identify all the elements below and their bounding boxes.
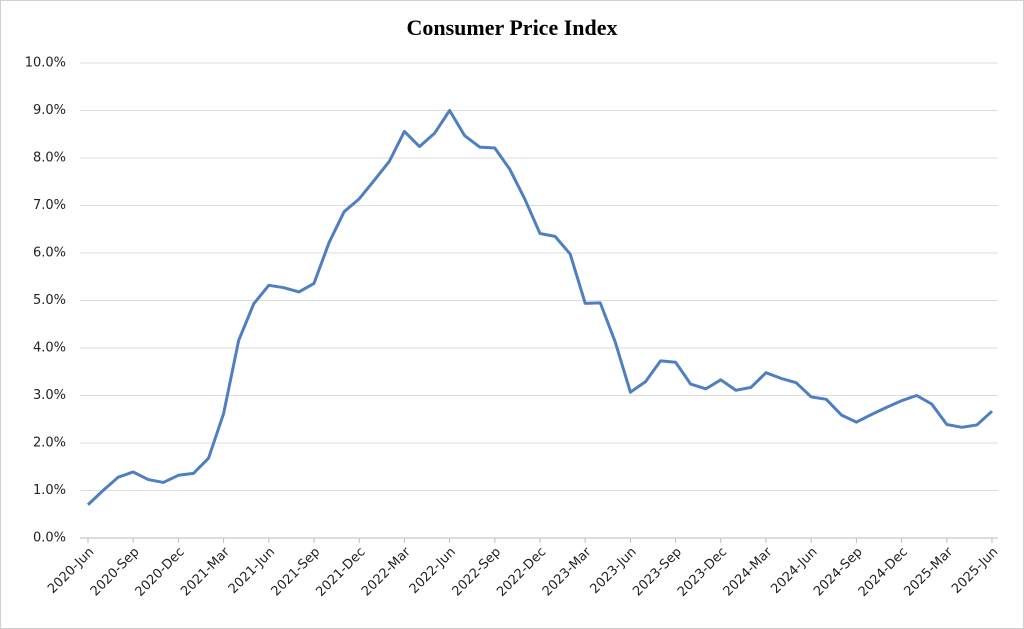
y-tick-label: 4.0% bbox=[33, 341, 66, 356]
line-series bbox=[86, 109, 994, 506]
y-tick-label: 2.0% bbox=[33, 436, 66, 451]
y-tick-label: 0.0% bbox=[33, 531, 66, 546]
y-tick-label: 6.0% bbox=[33, 246, 66, 261]
y-tick-label: 8.0% bbox=[33, 151, 66, 166]
y-tick-label: 5.0% bbox=[33, 293, 66, 308]
y-tick-label: 1.0% bbox=[33, 483, 66, 498]
y-tick-label: 10.0% bbox=[25, 56, 66, 71]
chart-title: Consumer Price Index bbox=[406, 15, 617, 40]
y-tick-label: 7.0% bbox=[33, 198, 66, 213]
y-tick-label: 9.0% bbox=[33, 103, 66, 118]
y-tick-label: 3.0% bbox=[33, 388, 66, 403]
